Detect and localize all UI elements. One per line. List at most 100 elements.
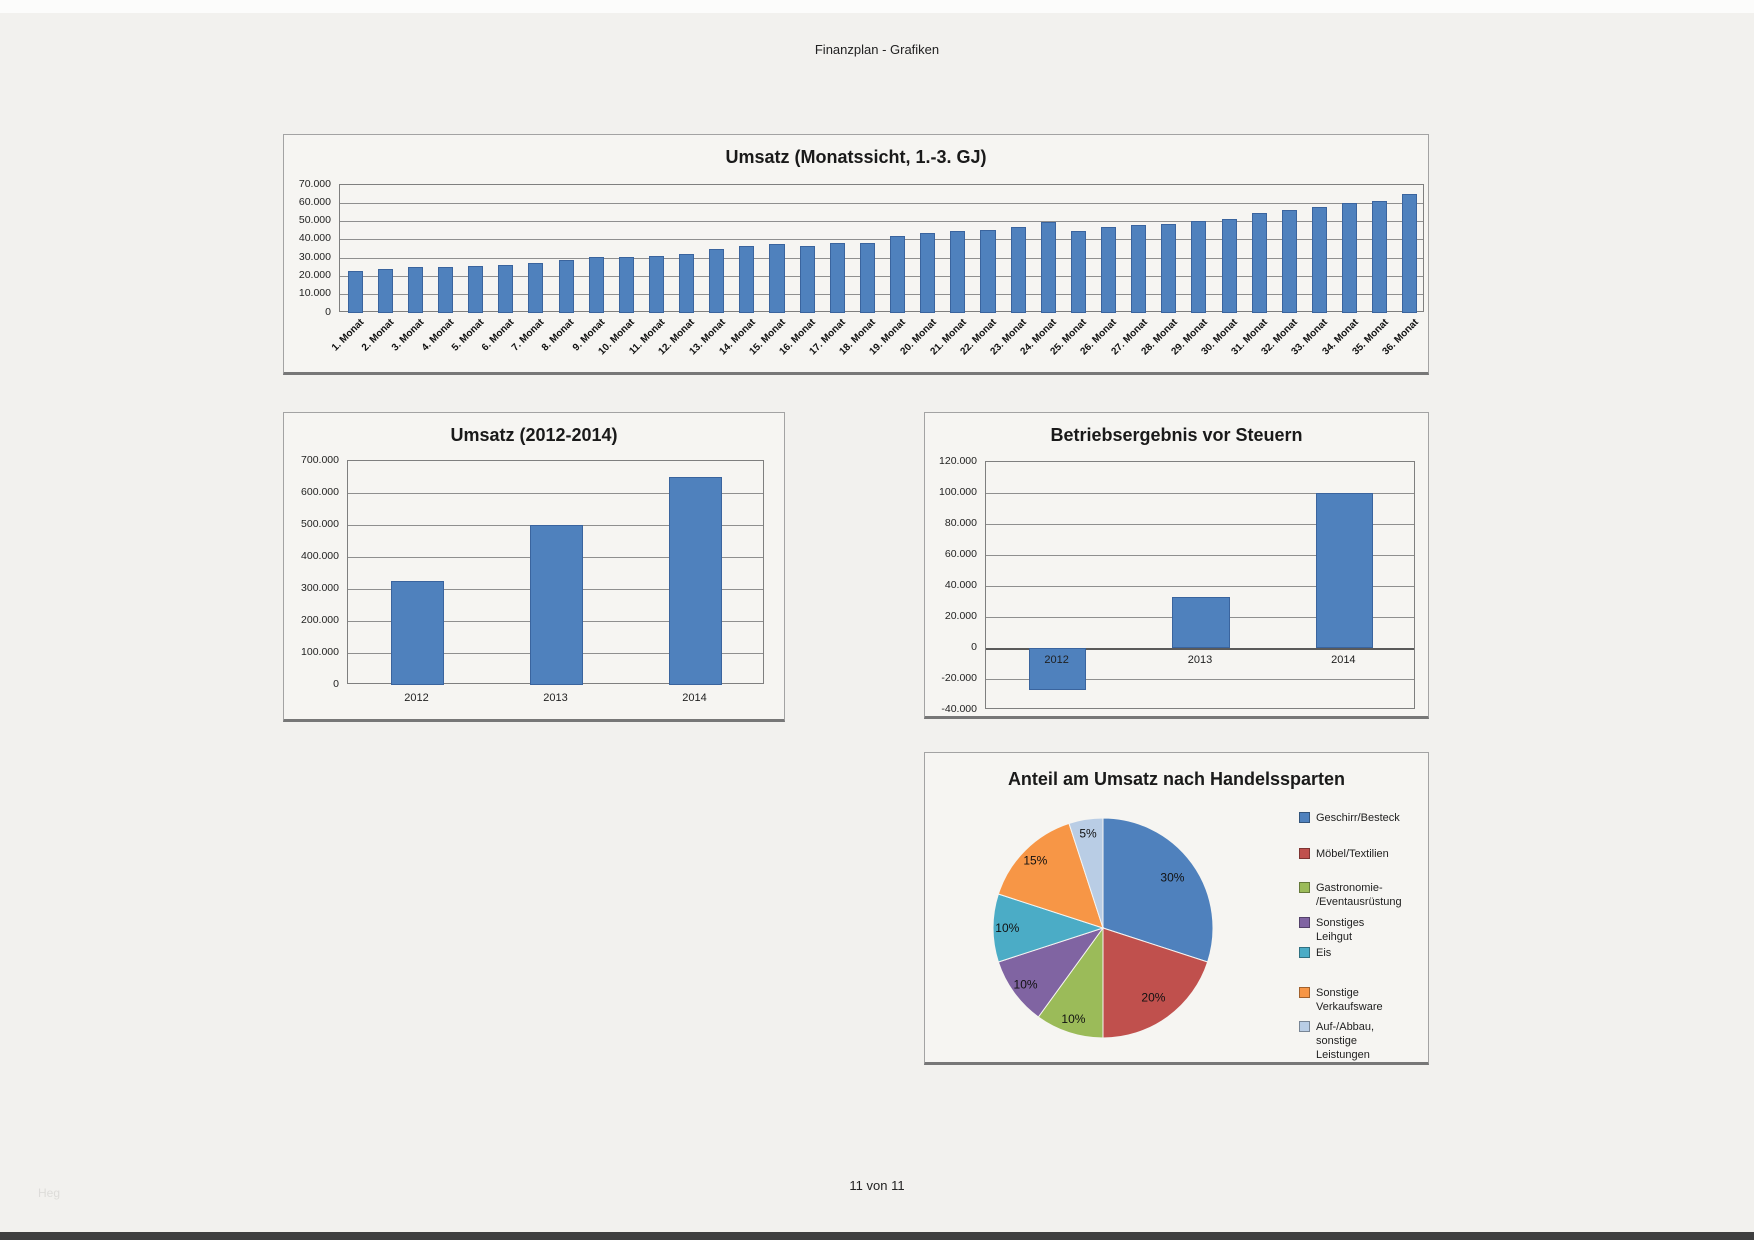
bar-4-monat (437, 267, 453, 313)
plot-area (347, 460, 764, 685)
y-tick-label: 600.000 (301, 485, 339, 498)
gridline (340, 257, 1423, 259)
pie-slice-sonstige-verkaufsware (997, 822, 1104, 929)
pie-percent-label: 10% (1014, 977, 1038, 991)
bar-13-monat (709, 249, 725, 313)
y-tick-label: 0 (325, 305, 331, 318)
page-bottom-border (0, 1232, 1754, 1240)
pie-chart: 30% 20% 10% 10% 10% 15% 5% (992, 817, 1214, 1039)
y-tick-label: 30.000 (298, 250, 331, 263)
bar-22-monat (980, 229, 996, 313)
chart-title-umsatz-monatssicht: Umsatz (Monatssicht, 1.-3. GJ) (725, 147, 987, 167)
pie-slice-möbel-textilien (1102, 927, 1209, 1039)
y-tick-label: 100.000 (301, 645, 339, 658)
bar-1-monat (347, 270, 363, 313)
y-tick-label: 700.000 (301, 453, 339, 466)
watermark-text: Heg (38, 1186, 61, 1200)
chart-panel-umsatz-monatssicht: Umsatz (Monatssicht, 1.-3. GJ) 0 10.000 20… (283, 134, 1429, 375)
chart-title-betriebsergebnis: Betriebsergebnis vor Steuern (1050, 425, 1303, 445)
legend-swatch (1299, 947, 1310, 958)
bar-14-monat (739, 246, 755, 313)
legend-item-6: Sonstige Verkaufsware (1299, 986, 1383, 1014)
x-tick-label: 2014 (682, 692, 707, 704)
gridline (986, 678, 1414, 680)
y-tick-label: 100.000 (939, 485, 977, 498)
page-header-title: Finanzplan - Grafiken (814, 42, 940, 57)
bar-34-monat (1342, 203, 1358, 313)
bar-7-monat (528, 262, 544, 313)
x-tick-label: 2013 (543, 692, 568, 704)
x-tick-label: 2014 (1331, 654, 1356, 666)
gridline (340, 239, 1423, 241)
bar-2014 (1315, 493, 1373, 648)
bar-33-monat (1311, 206, 1328, 313)
legend-swatch (1299, 812, 1310, 823)
gridline (340, 275, 1423, 277)
y-tick-label: 300.000 (301, 581, 339, 594)
chart-panel-umsatz-jahre: Umsatz (2012-2014) 0 100.000 200.000 300.00… (283, 412, 785, 722)
bar-27-monat (1131, 225, 1147, 313)
chart-title-umsatz-jahre: Umsatz (2012-2014) (450, 425, 618, 445)
pie-percent-label: 20% (1141, 990, 1165, 1004)
legend-label: Sonstiges Leihgut (1316, 917, 1365, 943)
bar-23-monat (1010, 227, 1026, 313)
legend-label: Geschirr/Besteck (1316, 812, 1400, 824)
legend-label: Sonstige Verkaufsware (1316, 987, 1383, 1013)
x-tick-label: 2012 (1044, 654, 1069, 666)
gridline (986, 585, 1414, 587)
legend-label: Eis (1316, 947, 1332, 959)
y-tick-label: 40.000 (944, 578, 977, 591)
y-tick-label: 70.000 (298, 177, 331, 190)
legend-swatch (1299, 882, 1310, 893)
chart-panel-anteil-umsatz-pie: Anteil am Umsatz nach Handelssparten 30%… (924, 752, 1429, 1065)
legend-label: Gastronomie-/Eventausrüstung (1316, 882, 1402, 908)
gridline (340, 294, 1423, 296)
bar-25-monat (1070, 230, 1086, 313)
bar-16-monat (799, 246, 815, 313)
y-tick-label: 200.000 (301, 613, 339, 626)
legend-item-5: Eis (1299, 946, 1331, 960)
chart-panel-betriebsergebnis: Betriebsergebnis vor Steuern -40.000 -20.… (924, 412, 1429, 719)
x-tick-label: 2012 (404, 692, 429, 704)
pie-percent-label: 5% (1079, 826, 1097, 840)
x-tick-label: 1. Monat (329, 317, 366, 354)
x-tick-label: 2013 (1187, 654, 1213, 666)
bar-11-monat (648, 256, 664, 313)
bar-24-monat (1040, 222, 1056, 313)
y-tick-label: 500.000 (301, 517, 339, 530)
legend-item-2: Möbel/Textilien (1299, 847, 1389, 861)
y-tick-label: 0 (333, 677, 339, 690)
y-tick-label: 10.000 (298, 287, 331, 300)
bar-15-monat (769, 243, 785, 313)
legend-swatch (1299, 987, 1310, 998)
pie-slice-auf-abbau-sonstige-leistungen (1068, 817, 1104, 929)
bar-29-monat (1191, 220, 1207, 313)
y-tick-label: 50.000 (298, 214, 331, 227)
bar-20-monat (920, 233, 936, 313)
zero-axis-line (986, 647, 1414, 650)
bar-2012 (1029, 648, 1087, 690)
y-tick-label: -40.000 (941, 702, 977, 715)
bar-32-monat (1281, 209, 1297, 313)
y-tick-label: 400.000 (301, 549, 339, 562)
bar-30-monat (1221, 218, 1237, 313)
plot-area (339, 184, 1424, 313)
bar-17-monat (829, 242, 845, 313)
bar-8-monat (558, 259, 574, 313)
bar-36-monat (1402, 194, 1418, 313)
legend-label: Auf-/Abbau, sonstige Leistungen (1316, 1021, 1375, 1061)
y-tick-label: 20.000 (944, 609, 977, 622)
bar-2-monat (377, 269, 393, 313)
bar-3-monat (407, 267, 423, 313)
bar-5-monat (468, 266, 484, 313)
x-tick-label: 8. Monat (540, 317, 577, 354)
bar-28-monat (1161, 224, 1177, 313)
y-tick-label: 40.000 (298, 232, 331, 245)
bar-6-monat (498, 265, 514, 313)
y-tick-label: 60.000 (944, 547, 977, 560)
legend-item-7: Auf-/Abbau, sonstige Leistungen (1299, 1020, 1374, 1062)
legend-item-4: Sonstiges Leihgut (1299, 916, 1364, 944)
bar-35-monat (1372, 200, 1388, 313)
bar-2014 (669, 477, 722, 685)
